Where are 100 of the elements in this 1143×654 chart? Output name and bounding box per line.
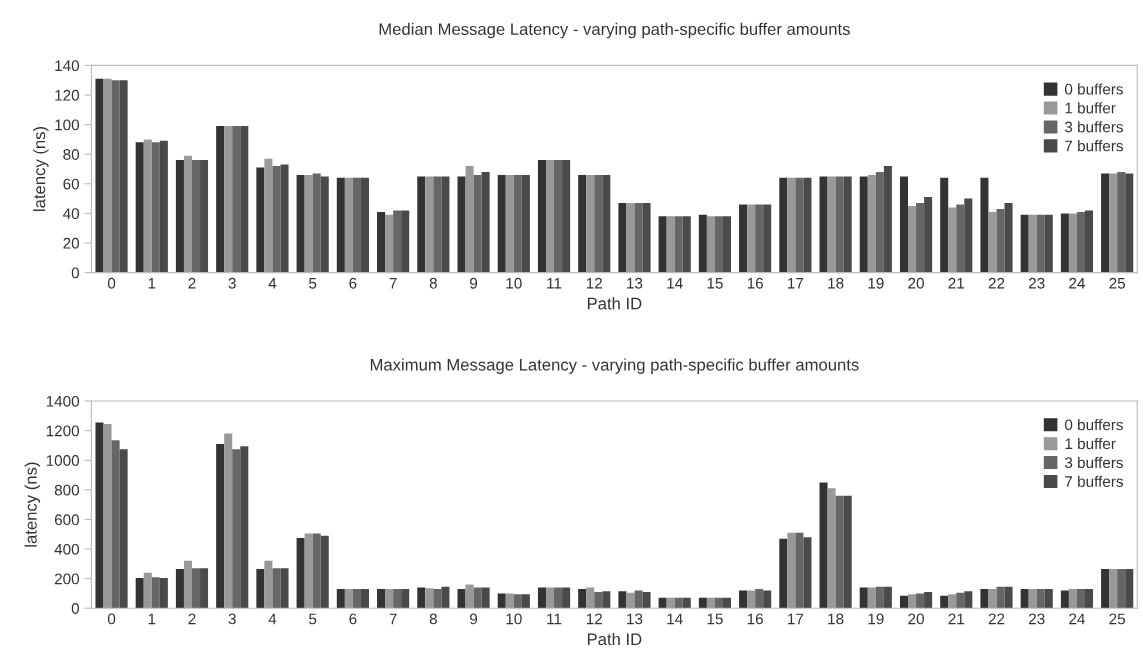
bar — [1101, 569, 1110, 609]
bar — [883, 586, 892, 609]
bar — [192, 568, 201, 609]
x-tick-label: 2 — [188, 277, 196, 289]
bar — [626, 592, 635, 609]
bar — [336, 177, 345, 273]
bar — [755, 204, 764, 273]
bar — [264, 158, 273, 273]
bar — [578, 174, 587, 273]
bar — [344, 588, 353, 609]
bar — [135, 577, 144, 609]
bar — [908, 205, 917, 273]
bar — [642, 591, 651, 609]
x-tick-label: 0 — [107, 613, 116, 625]
x-tick-label: 14 — [667, 278, 683, 289]
bar — [192, 160, 201, 273]
x-tick-label: 25 — [1109, 277, 1126, 289]
y-tick-label: 140 — [55, 60, 80, 72]
bar — [1076, 588, 1085, 609]
bar — [916, 203, 925, 273]
bar — [634, 590, 643, 609]
bar — [272, 166, 281, 273]
bar — [666, 597, 675, 609]
bar — [1076, 211, 1085, 273]
bar — [908, 594, 917, 609]
bar — [859, 587, 868, 609]
bar — [682, 597, 691, 609]
bar — [360, 177, 369, 273]
bar — [554, 160, 563, 273]
x-tick-label: 23 — [1029, 613, 1045, 625]
bar — [706, 597, 715, 609]
bar — [819, 482, 828, 609]
bar — [626, 203, 635, 273]
bar — [441, 176, 450, 273]
bar — [722, 216, 732, 273]
x-tick-label: 1 — [148, 613, 156, 625]
bar — [537, 160, 546, 273]
bar — [200, 160, 209, 273]
bar — [924, 197, 933, 273]
bar — [578, 588, 587, 609]
bar — [344, 177, 353, 273]
bar — [996, 586, 1005, 609]
bar — [385, 588, 394, 609]
y-axis-title: latency (ns) — [24, 462, 41, 547]
bar — [360, 588, 369, 609]
x-tick-label: 19 — [868, 613, 884, 625]
bar — [843, 495, 852, 609]
bar — [175, 160, 184, 273]
bar — [457, 588, 466, 609]
bar — [521, 594, 530, 609]
bar — [272, 568, 281, 609]
bar — [586, 174, 595, 273]
bar — [803, 537, 812, 609]
bar — [256, 167, 265, 273]
bar — [875, 171, 884, 273]
bar — [352, 588, 361, 609]
bar — [843, 176, 852, 273]
x-tick-label: 24 — [1069, 277, 1085, 289]
x-tick-label: 22 — [988, 277, 1005, 289]
y-tick-label: 40 — [62, 208, 80, 220]
y-tick-label: 800 — [54, 484, 80, 496]
bar — [883, 166, 892, 273]
bar — [787, 532, 796, 609]
bar — [763, 590, 772, 609]
bar — [964, 198, 973, 273]
bar — [1125, 569, 1134, 609]
bar — [401, 588, 410, 609]
x-tick-label: 16 — [747, 613, 763, 625]
bar — [1020, 214, 1029, 273]
bar — [537, 587, 546, 609]
bar — [417, 176, 426, 273]
x-tick-label: 9 — [470, 613, 478, 625]
bar — [1020, 588, 1029, 609]
x-tick-label: 2 — [188, 613, 196, 625]
bar — [417, 587, 426, 609]
legend-label: 1 buffer — [1065, 102, 1116, 114]
bar — [393, 588, 402, 609]
bar — [473, 174, 482, 273]
bar — [513, 174, 522, 273]
bar — [674, 216, 683, 273]
bar — [103, 78, 112, 273]
x-tick-label: 5 — [309, 613, 317, 625]
bar — [658, 216, 667, 273]
bar — [216, 443, 225, 609]
bar — [200, 568, 209, 609]
bar — [755, 588, 764, 609]
x-tick-label: 5 — [309, 278, 317, 289]
y-tick-label: 100 — [55, 119, 80, 131]
bar — [481, 171, 490, 273]
bar — [827, 176, 836, 273]
bar — [706, 216, 715, 273]
bar — [747, 204, 756, 273]
x-tick-label: 21 — [948, 613, 965, 625]
bar — [1068, 588, 1077, 609]
bar — [618, 203, 627, 273]
bar — [143, 572, 152, 609]
bar — [988, 588, 997, 609]
bar — [159, 577, 168, 609]
bar — [352, 177, 361, 273]
legend-label: 3 buffers — [1064, 121, 1123, 133]
